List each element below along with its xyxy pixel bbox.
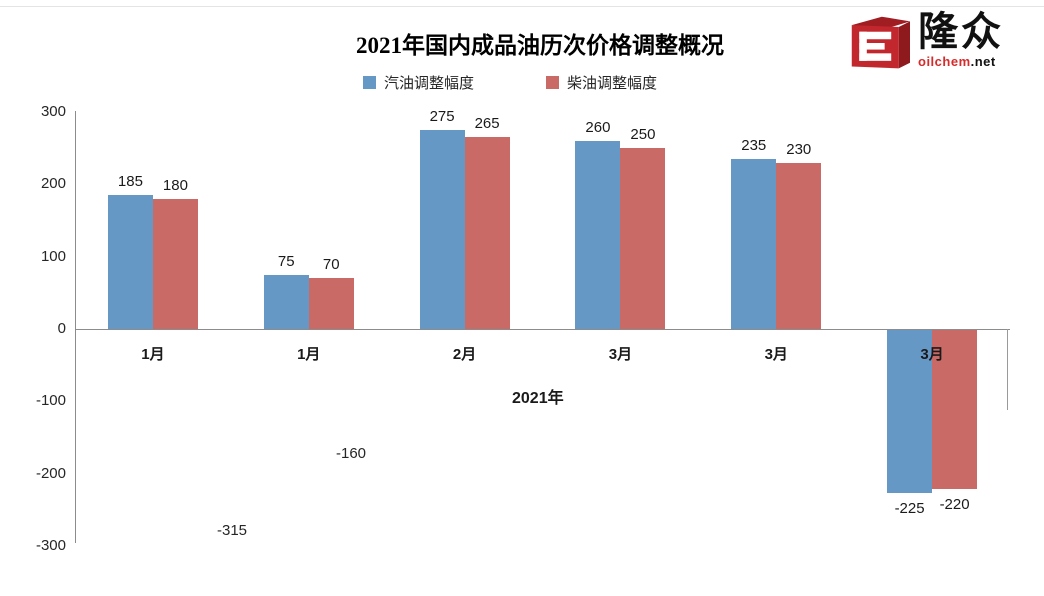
y-axis-tick-label: 100 (40, 247, 66, 265)
bar-汽油调整幅度-3月 (731, 159, 777, 329)
x-axis-title: 2021年 (512, 390, 564, 407)
diesel-series-swatch-icon (546, 76, 559, 89)
stray-data-label: -315 (217, 522, 248, 539)
legend-item-diesel: 柴油调整幅度 (546, 72, 657, 93)
x-axis-zero-line (75, 329, 1010, 330)
oilchem-logo: 隆众 oilchem.net (846, 12, 1004, 79)
logo-domain-text: oilchem.net (918, 55, 996, 68)
bar-value-label: 235 (741, 137, 767, 155)
bar-汽油调整幅度-2月 (419, 130, 465, 329)
logo-text: 隆众 oilchem.net (918, 12, 1004, 68)
right-axis-artifact-line (1007, 329, 1008, 410)
logo-domain-primary: oilchem (918, 54, 971, 69)
y-axis-tick-label: -100 (35, 392, 66, 410)
y-axis-tick-label: 300 (40, 103, 66, 121)
category-label: 1月 (141, 346, 165, 363)
bar-value-label: -225 (894, 499, 925, 517)
y-axis-tick-label: 0 (57, 320, 66, 337)
bar-value-label: 275 (429, 108, 455, 126)
legend-label-diesel: 柴油调整幅度 (567, 75, 658, 92)
y-axis-tick-label: -200 (35, 464, 66, 482)
category-label: 2月 (452, 346, 477, 363)
bar-value-label: 265 (474, 115, 500, 133)
y-axis-tick-label: 200 (40, 175, 66, 193)
bar-柴油调整幅度-1月 (308, 278, 354, 329)
bar-value-label: 180 (162, 176, 188, 194)
category-label: 3月 (920, 346, 944, 363)
bar-汽油调整幅度-1月 (107, 195, 153, 329)
bar-柴油调整幅度-2月 (464, 137, 510, 329)
bar-value-label: 230 (786, 140, 812, 158)
bar-汽油调整幅度-3月 (887, 330, 933, 493)
chart-title: 2021年国内成品油历次价格调整概况 (356, 33, 724, 58)
chart-legend: 汽油调整幅度 柴油调整幅度 (0, 72, 1020, 93)
y-axis-tick-label: -300 (35, 536, 66, 554)
category-label: 1月 (297, 346, 321, 363)
bar-汽油调整幅度-1月 (263, 274, 309, 329)
gasoline-series-swatch-icon (362, 76, 376, 89)
stray-data-label: -160 (336, 445, 367, 462)
bar-柴油调整幅度-3月 (932, 330, 978, 490)
bar-value-label: 185 (117, 173, 143, 191)
bar-value-label: -220 (939, 496, 970, 514)
logo-domain-suffix: .net (970, 54, 996, 69)
category-label: 3月 (608, 346, 633, 363)
bar-柴油调整幅度-1月 (152, 198, 198, 329)
top-border-artifact (0, 6, 1044, 7)
oilchem-cube-icon (846, 12, 912, 79)
legend-label-gasoline: 汽油调整幅度 (383, 75, 474, 92)
bar-value-label: 70 (322, 256, 340, 274)
bar-汽油调整幅度-3月 (575, 141, 621, 329)
logo-brand-text: 隆众 (918, 10, 1004, 54)
bar-柴油调整幅度-3月 (620, 148, 666, 329)
bar-value-label: 250 (630, 126, 656, 144)
category-label: 3月 (764, 346, 788, 363)
y-axis-line (75, 111, 76, 543)
bar-柴油调整幅度-3月 (776, 162, 822, 329)
bar-value-label: 75 (277, 252, 295, 270)
bar-value-label: 260 (585, 119, 611, 137)
legend-item-gasoline: 汽油调整幅度 (362, 72, 474, 93)
